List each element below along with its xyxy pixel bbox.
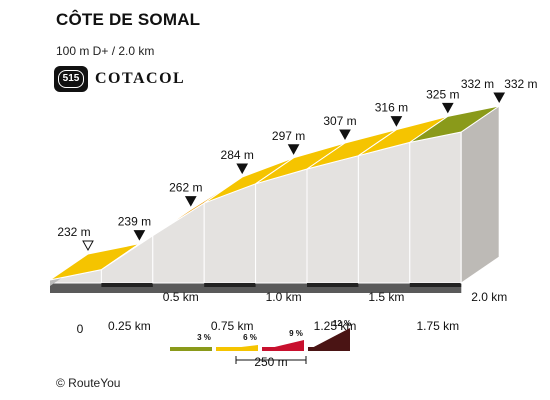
elevation-marker xyxy=(339,129,351,141)
elevation-label: 307 m xyxy=(323,114,356,128)
badge-number: 515 xyxy=(58,70,84,88)
elevation-marker xyxy=(493,92,506,104)
chart-title: CÔTE DE SOMAL xyxy=(56,10,201,29)
x-tick-label: 1.25 km xyxy=(314,319,357,333)
gradient-segment xyxy=(409,105,500,143)
legend-swatch xyxy=(308,347,350,351)
legend-label: 6 % xyxy=(243,333,257,342)
elevation-marker xyxy=(390,116,403,127)
elevation-marker xyxy=(236,163,249,175)
elevation-label: 262 m xyxy=(169,181,202,195)
elevation-marker xyxy=(184,196,197,207)
elevation-label: 284 m xyxy=(221,148,254,162)
elevation-label: 325 m xyxy=(426,87,459,101)
elevation-label: 232 m xyxy=(57,225,90,239)
x-tick-label: 1.0 km xyxy=(266,290,302,304)
x-tick-label: 0.5 km xyxy=(163,290,199,304)
chart-subtitle: 100 m D+ / 2.0 km xyxy=(56,44,155,58)
scale-stripe xyxy=(307,283,359,287)
elevation-marker xyxy=(441,102,454,114)
elevation-label: 297 m xyxy=(272,129,305,143)
legend-wedge xyxy=(308,328,350,350)
scale-bar-label: 250 m xyxy=(254,355,287,369)
elevation-label: 239 m xyxy=(118,215,151,229)
legend-swatch xyxy=(170,347,212,351)
elevation-marker xyxy=(82,240,94,252)
scale-stripe xyxy=(409,283,462,287)
x-tick-label: 1.5 km xyxy=(368,290,404,304)
scale-stripe xyxy=(204,283,256,287)
elevation-marker xyxy=(133,230,146,241)
cotacol-badge: 515 xyxy=(54,66,88,92)
x-tick-label: 1.75 km xyxy=(416,319,459,333)
copyright-text: © RouteYou xyxy=(56,376,121,390)
x-tick-label: 0.75 km xyxy=(211,319,254,333)
elevation-label: 316 m xyxy=(375,101,408,115)
segment-wall xyxy=(306,155,359,284)
legend-swatch xyxy=(262,347,304,351)
x-tick-label: 2.0 km xyxy=(471,290,507,304)
scale-stripe xyxy=(101,283,153,287)
legend-swatch xyxy=(216,347,258,351)
x-tick-label: 0.25 km xyxy=(108,319,151,333)
legend-label: 12 % xyxy=(333,319,351,328)
legend-label: 9 % xyxy=(289,329,303,338)
segment-wall xyxy=(357,141,411,284)
legend-label: 3 % xyxy=(197,333,211,342)
profile-end-cap xyxy=(460,105,500,284)
segment-wall xyxy=(152,202,205,284)
segment-wall xyxy=(255,168,308,284)
segment-wall xyxy=(409,131,462,284)
elevation-marker xyxy=(287,144,300,155)
x-tick-label: 0 xyxy=(77,322,84,336)
elevation-label: 332 m xyxy=(504,77,537,91)
elevation-label: 332 m xyxy=(461,77,494,91)
brand-logo: COTACOL xyxy=(95,70,186,87)
